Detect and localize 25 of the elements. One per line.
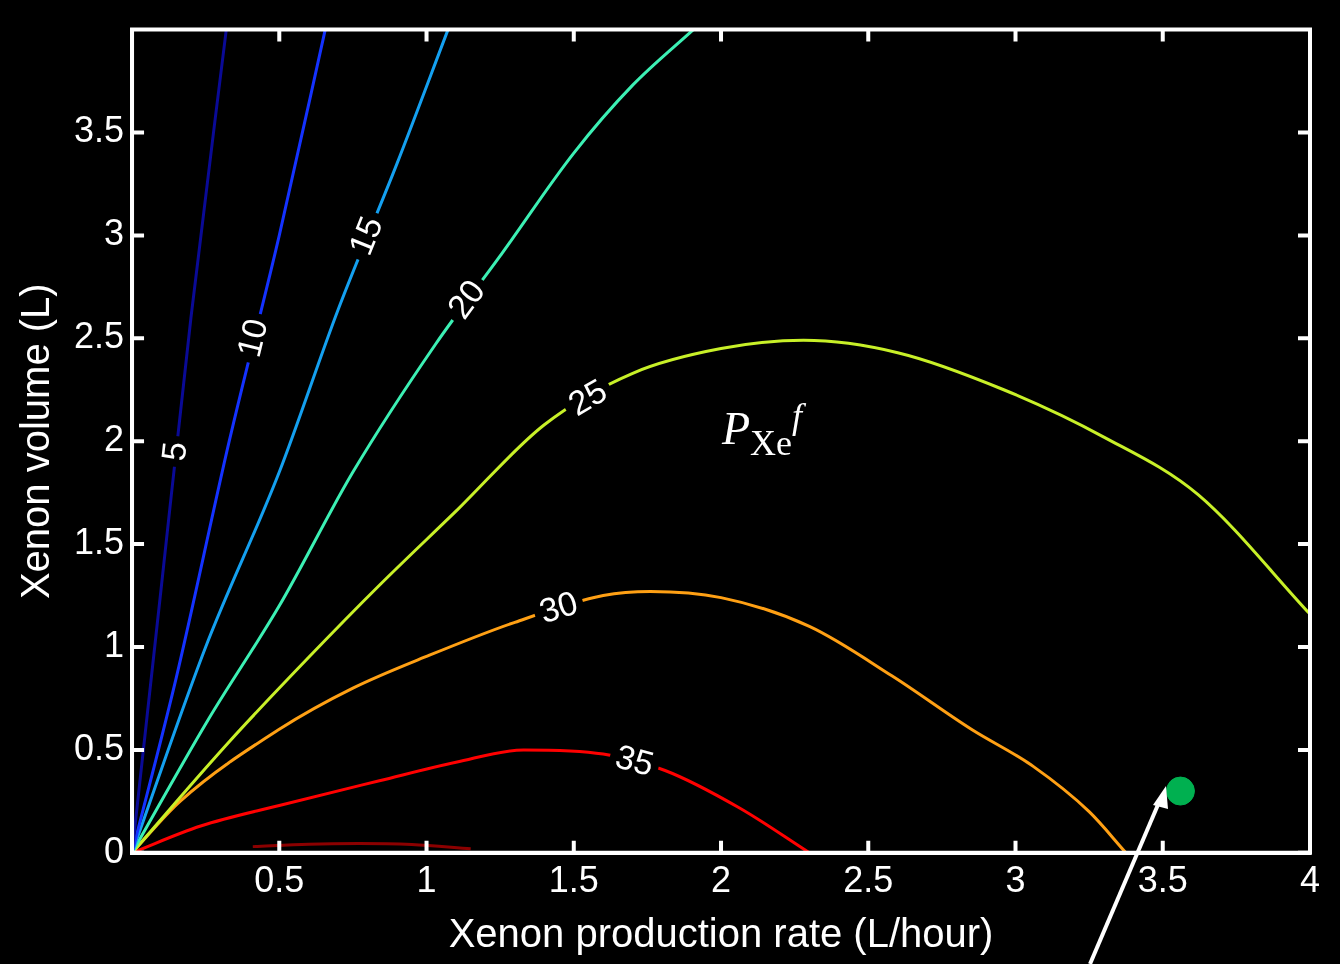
text: 35 bbox=[611, 736, 658, 783]
x-tick-label: 3 bbox=[1005, 859, 1026, 901]
x-tick-label: 1 bbox=[416, 859, 437, 901]
y-tick-label: 0 bbox=[104, 829, 125, 871]
text: 30 bbox=[534, 582, 582, 631]
x-tick-label: 3.5 bbox=[1137, 859, 1188, 901]
text: 20 bbox=[439, 272, 493, 326]
y-tick-label: 2 bbox=[104, 418, 125, 460]
y-tick-label: 1 bbox=[104, 623, 125, 665]
y-tick-label: 3 bbox=[104, 212, 125, 254]
x-tick-label: 0.5 bbox=[254, 859, 305, 901]
text: 15 bbox=[340, 210, 390, 261]
text: 10 bbox=[228, 314, 275, 361]
text: 25 bbox=[561, 370, 614, 423]
y-tick-label: 2.5 bbox=[74, 315, 125, 357]
x-tick-label: 4 bbox=[1299, 859, 1321, 901]
x-tick-label: 2.5 bbox=[843, 859, 894, 901]
y-tick-label: 3.5 bbox=[74, 109, 125, 151]
text: 5 bbox=[153, 439, 194, 463]
y-tick-label: 0.5 bbox=[74, 726, 125, 768]
y-tick-label: 1.5 bbox=[74, 521, 125, 563]
y-axis-title: Xenon volume (L) bbox=[13, 283, 58, 600]
x-axis-title: Xenon production rate (L/hour) bbox=[448, 911, 994, 956]
x-tick-label: 1.5 bbox=[548, 859, 599, 901]
x-tick-label: 2 bbox=[711, 859, 732, 901]
